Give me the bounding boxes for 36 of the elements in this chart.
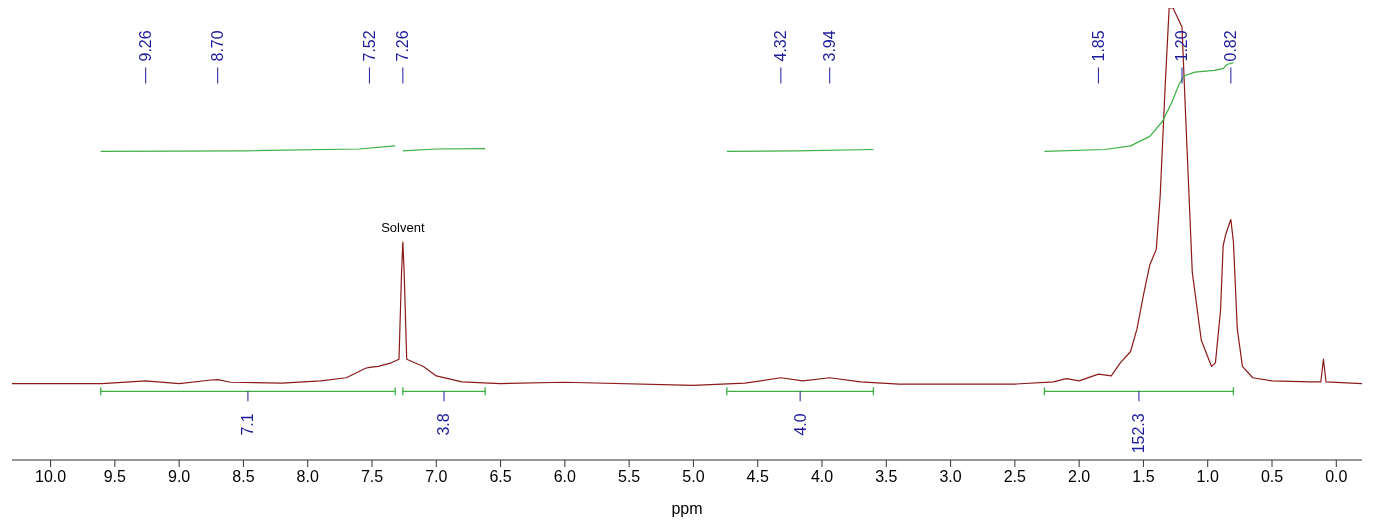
x-tick-label: 9.5 xyxy=(103,468,127,485)
annotation: 1.85 xyxy=(1089,30,1107,62)
annotation: 1.20 xyxy=(1173,30,1191,62)
x-tick-label: 8.5 xyxy=(232,468,255,485)
x-tick-label: 3.0 xyxy=(939,468,962,485)
annotation: Solvent xyxy=(381,220,425,236)
x-tick-label: 7.5 xyxy=(360,468,384,485)
x-tick-label: 8.0 xyxy=(296,468,319,485)
x-tick-label: 5.0 xyxy=(682,468,705,485)
x-tick-label: 2.5 xyxy=(1003,468,1027,485)
annotation: 0.82 xyxy=(1222,30,1240,62)
annotation: 8.70 xyxy=(209,30,227,62)
x-tick-label: 1.0 xyxy=(1196,468,1219,485)
x-tick-label: 3.5 xyxy=(875,468,898,485)
x-tick-label: 4.0 xyxy=(810,468,834,485)
x-tick-label: 5.5 xyxy=(618,468,641,485)
annotation: 9.26 xyxy=(137,30,155,62)
annotation: 7.1 xyxy=(239,413,257,436)
annotation: 7.26 xyxy=(394,30,412,62)
annotation: 4.0 xyxy=(791,413,809,436)
x-tick-label: 10.0 xyxy=(35,468,67,485)
annotation: 7.52 xyxy=(360,30,378,62)
x-tick-label: 9.0 xyxy=(168,468,191,485)
annotation: 3.94 xyxy=(821,30,839,62)
x-tick-label: 0.0 xyxy=(1325,468,1348,485)
annotation: 4.32 xyxy=(772,30,790,62)
x-axis-title: ppm xyxy=(671,500,703,517)
annotation: 3.8 xyxy=(435,413,453,436)
x-tick-label: 1.5 xyxy=(1132,468,1155,485)
x-tick-label: 6.0 xyxy=(553,468,577,485)
x-tick-label: 4.5 xyxy=(746,468,769,485)
x-tick-label: 6.5 xyxy=(489,468,512,485)
annotation: 152.3 xyxy=(1130,413,1148,454)
x-tick-label: 0.5 xyxy=(1260,468,1284,485)
x-tick-label: 7.0 xyxy=(425,468,448,485)
x-tick-label: 2.0 xyxy=(1068,468,1091,485)
